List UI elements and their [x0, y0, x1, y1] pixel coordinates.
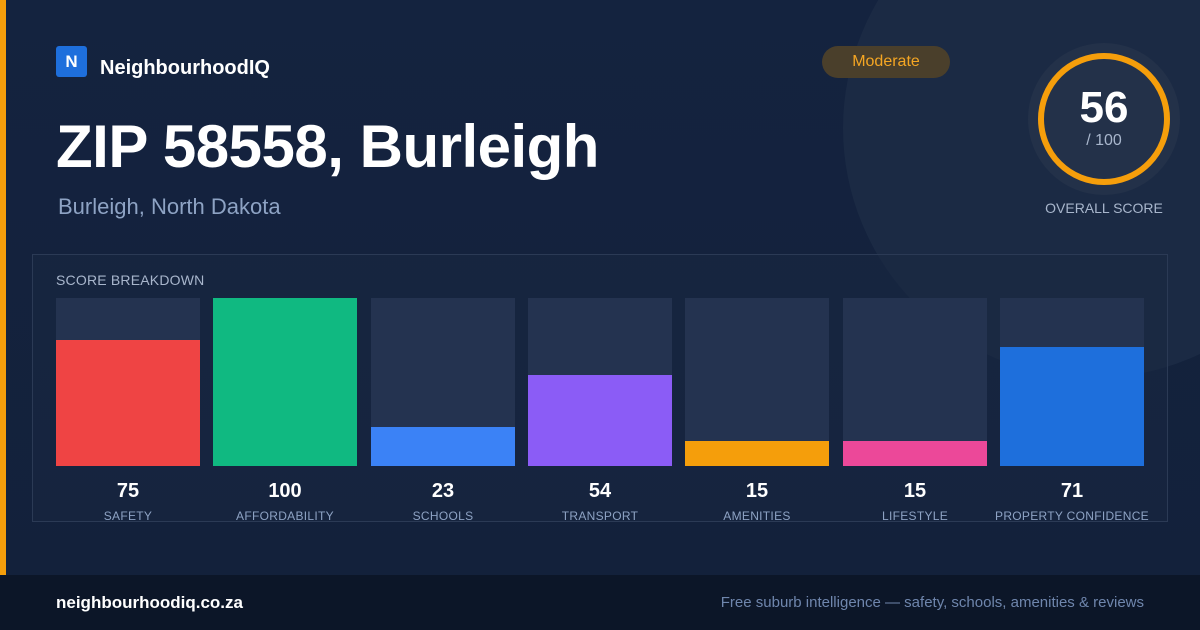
bar-category-label: SCHOOLS [412, 509, 474, 523]
bar [1000, 347, 1144, 466]
accent-bar [0, 0, 6, 575]
bar-track [213, 298, 357, 466]
bar-category-label: AFFORDABILITY [236, 509, 334, 523]
bar-track [371, 298, 515, 466]
location-subtitle: Burleigh, North Dakota [58, 194, 281, 219]
bar-track [685, 298, 829, 466]
footer-tagline: Free suburb intelligence — safety, schoo… [720, 594, 1144, 611]
bar [371, 427, 515, 466]
bar-value-label: 100 [268, 480, 302, 502]
bar-category-label: AMENITIES [723, 509, 791, 523]
bar-value-label: 15 [903, 480, 927, 502]
page-title: ZIP 58558, Burleigh [56, 113, 599, 180]
bar [685, 441, 829, 466]
bar-value-label: 71 [1060, 480, 1084, 502]
bar-category-label: SAFETY [103, 509, 153, 523]
status-badge: Moderate [822, 46, 950, 78]
footer [0, 575, 1200, 630]
bar-category-label: LIFESTYLE [881, 509, 949, 523]
bar [213, 298, 357, 466]
bar-category-label: TRANSPORT [561, 509, 639, 523]
brand-name: NeighbourhoodIQ [100, 57, 270, 79]
bar [528, 375, 672, 466]
overall-score-value: 56 [1079, 83, 1129, 132]
bar [56, 340, 200, 466]
bar-track [56, 298, 200, 466]
overall-score-label: OVERALL SCORE [1045, 200, 1163, 216]
bar-value-label: 54 [588, 480, 612, 502]
score-ring-background [1028, 43, 1180, 195]
bar-track [528, 298, 672, 466]
bar-category-label: PROPERTY CONFIDENCE [995, 509, 1149, 523]
bar-track [1000, 298, 1144, 466]
bar-value-label: 75 [116, 480, 140, 502]
bar [843, 441, 987, 466]
score-ring-progress [1038, 53, 1170, 185]
bar-value-label: 23 [431, 480, 455, 502]
brand-logo-icon: N [56, 46, 87, 77]
overall-score-max: / 100 [1086, 132, 1122, 149]
score-breakdown-title: SCORE BREAKDOWN [56, 272, 205, 288]
overall-score-ring [1028, 43, 1180, 195]
bar-value-label: 15 [745, 480, 769, 502]
bar-track [843, 298, 987, 466]
footer-url: neighbourhoodiq.co.za [56, 593, 243, 612]
